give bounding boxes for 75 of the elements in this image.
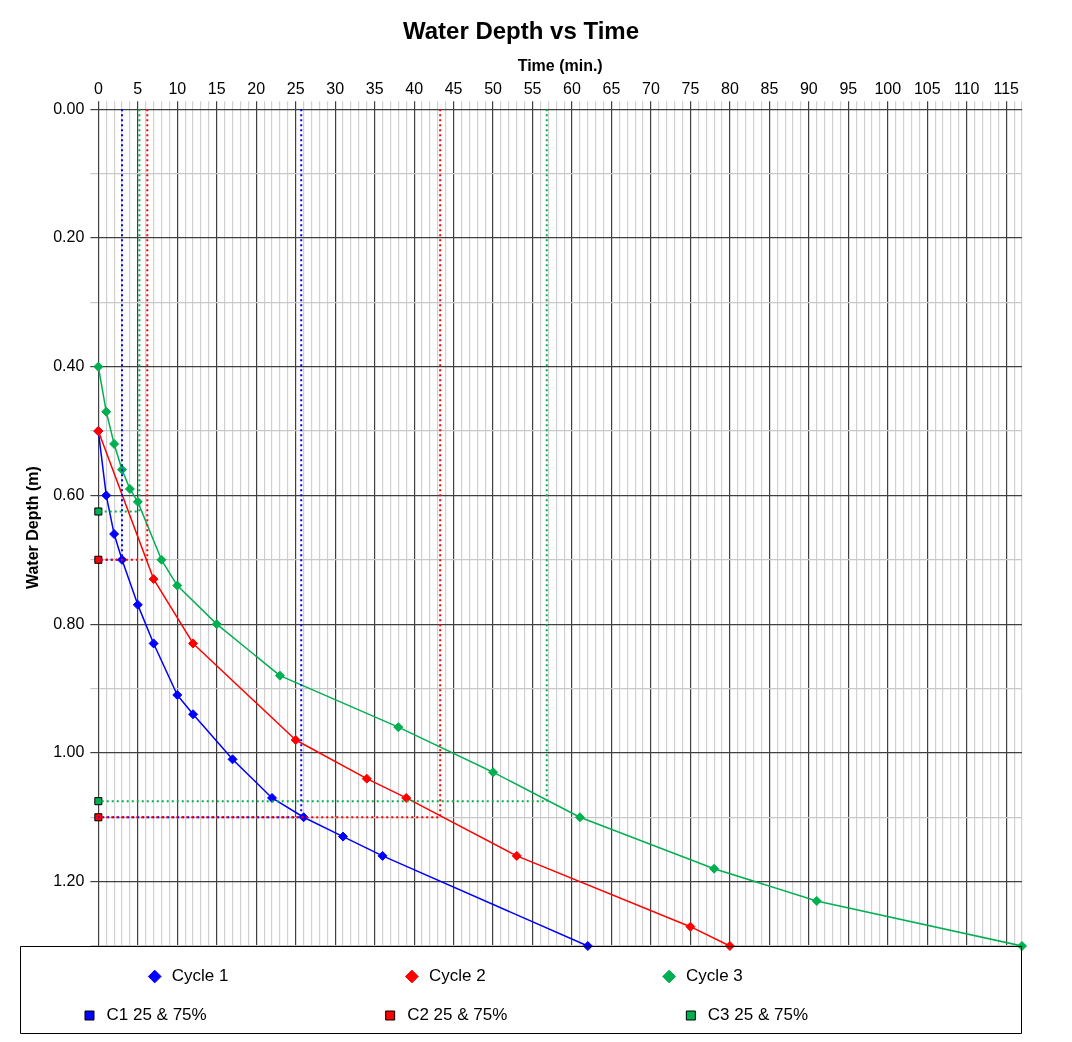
x-axis-title: Time (min.) [517,56,603,74]
x-tick-label: 105 [913,80,941,98]
point [188,709,199,720]
legend-label: Cycle 2 [428,966,639,986]
x-tick-label: 50 [484,80,503,98]
point [94,555,103,564]
point [393,722,404,733]
x-tick-label: 75 [681,80,700,98]
x-tick-label: 55 [523,80,542,98]
x-tick-label: 20 [247,80,266,98]
x-tick-label: 65 [602,80,621,98]
point [488,767,499,778]
point [290,735,301,746]
x-tick-label: 10 [168,80,187,98]
x-tick-label: 0 [93,80,103,98]
point [148,574,159,585]
x-tick-label: 80 [721,80,739,98]
y-tick-label: 0.60 [53,485,85,503]
point [338,831,349,842]
point [101,406,112,417]
y-tick-label: 0.40 [53,357,85,375]
legend-label: C3 25 & 75% [707,1005,962,1025]
point [109,438,120,449]
x-tick-label: 15 [207,80,226,98]
legend-label: C1 25 & 75% [106,1005,360,1025]
x-tick-label: 45 [444,80,463,98]
point [172,689,183,700]
point [156,554,167,565]
point [377,850,388,861]
point [227,754,238,765]
legend-label: Cycle 3 [686,966,896,986]
point [94,507,103,516]
x-tick-label: 70 [642,80,660,98]
point [188,638,199,649]
point [811,895,822,906]
y-tick-label: 0.00 [53,99,85,117]
point [685,921,696,932]
x-tick-label: 85 [760,80,779,98]
point [274,670,285,681]
y-tick-label: 0.80 [53,614,85,632]
point [94,813,103,822]
legend-label: C2 25 & 75% [407,1005,661,1025]
x-tick-label: 90 [799,80,818,98]
x-tick-label: 30 [326,80,345,98]
point [132,599,143,610]
point [101,490,112,501]
point [267,792,278,803]
point [361,773,372,784]
point [211,619,222,630]
point [511,850,522,861]
x-tick-label: 40 [405,80,424,98]
point [132,496,143,507]
x-tick-label: 115 [993,80,1020,98]
point [93,361,104,372]
y-tick-label: 1.20 [53,872,85,890]
point [109,529,120,540]
point [709,863,720,874]
x-tick-label: 60 [563,80,582,98]
point [148,638,159,649]
x-tick-label: 5 [133,80,143,98]
point [574,812,585,823]
x-tick-label: 35 [365,80,384,98]
x-tick-label: 110 [953,80,980,98]
point [172,580,183,591]
y-axis-title: Water Depth (m) [24,466,42,590]
x-tick-label: 95 [839,80,858,98]
chart-title: Water Depth vs Time [402,17,640,45]
point [94,797,103,806]
y-tick-label: 0.20 [53,228,85,246]
x-tick-label: 25 [286,80,305,98]
x-tick-label: 100 [874,80,902,98]
legend-label: Cycle 1 [171,966,382,986]
point [124,483,135,494]
point [401,792,412,803]
y-tick-label: 1.00 [53,743,85,761]
